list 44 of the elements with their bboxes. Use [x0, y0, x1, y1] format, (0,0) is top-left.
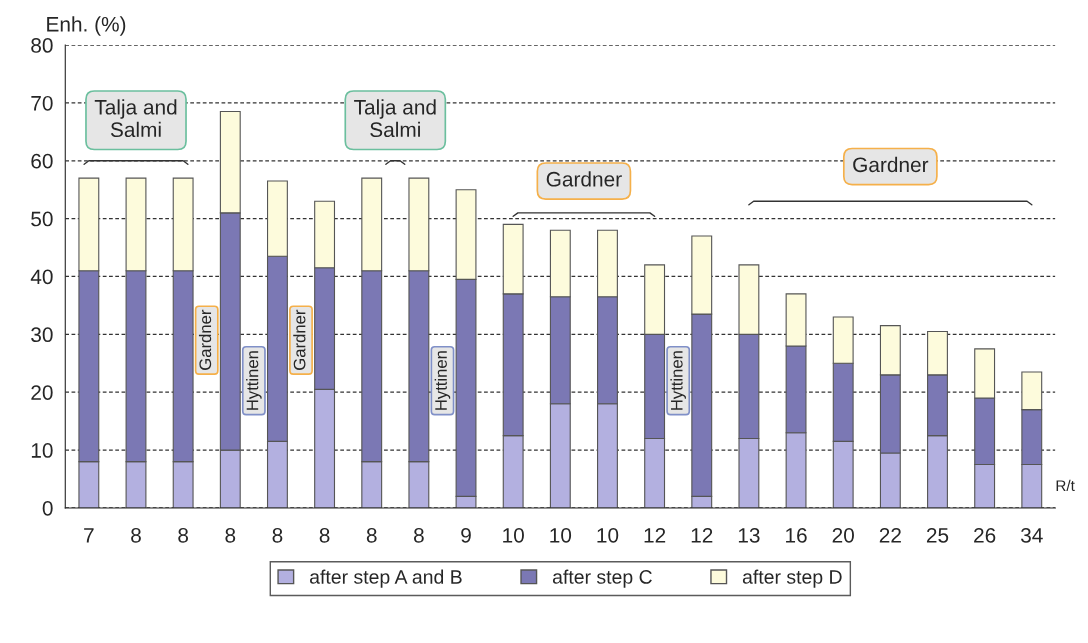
annotation: Hyttinen — [434, 351, 451, 410]
x-tick-label: 20 — [832, 527, 854, 543]
x-tick-label: 9 — [461, 527, 471, 543]
annotation: Talja and Salmi — [94, 99, 177, 138]
x-tick-label: 26 — [974, 527, 996, 543]
y-tick-label: 20 — [31, 385, 53, 400]
y-tick-label: 60 — [31, 153, 53, 169]
x-tick-label: 12 — [691, 527, 713, 543]
x-tick-label: 8 — [366, 527, 377, 543]
y-axis-title: Enh. (%) — [47, 16, 126, 36]
x-tick-label: 22 — [879, 527, 901, 543]
legend-label: after step A and B — [310, 569, 462, 588]
x-tick-label: 13 — [738, 527, 760, 543]
annotation: Gardner — [293, 309, 306, 370]
y-tick-label: 70 — [31, 95, 53, 111]
x-tick-label: 8 — [131, 527, 141, 543]
x-tick-label: 10 — [597, 527, 619, 543]
annotation: Gardner — [546, 171, 622, 187]
y-tick-label: 10 — [31, 443, 53, 458]
x-tick-label: 8 — [225, 527, 236, 543]
x-tick-label: 8 — [272, 527, 283, 543]
annotation: Hyttinen — [246, 351, 262, 410]
x-tick-label: 8 — [178, 527, 189, 543]
annotation: Gardner — [853, 156, 929, 173]
annotation: Talja and Salmi — [354, 99, 436, 138]
x-tick-label: 10 — [550, 527, 572, 543]
annotation: Gardner — [198, 309, 212, 370]
x-tick-label: 8 — [319, 527, 330, 543]
x-tick-label: 8 — [413, 527, 424, 543]
x-tick-label: 7 — [84, 528, 94, 543]
legend-label: after step D — [742, 569, 842, 588]
y-tick-label: 40 — [30, 269, 53, 285]
y-tick-label: 80 — [31, 38, 53, 53]
legend-label: after step C — [552, 569, 652, 588]
x-tick-label: 10 — [503, 527, 524, 543]
x-tick-label: 25 — [926, 527, 949, 543]
y-tick-label: 50 — [31, 211, 53, 227]
x-tick-label: 34 — [1021, 527, 1043, 543]
x-tick-label: 16 — [786, 527, 807, 543]
annotation: Hyttinen — [670, 351, 686, 410]
y-tick-label: 30 — [31, 327, 53, 343]
y-tick-label: 0 — [42, 500, 53, 516]
x-axis-title: R/t — [1056, 479, 1075, 492]
x-tick-label: 12 — [644, 527, 666, 543]
